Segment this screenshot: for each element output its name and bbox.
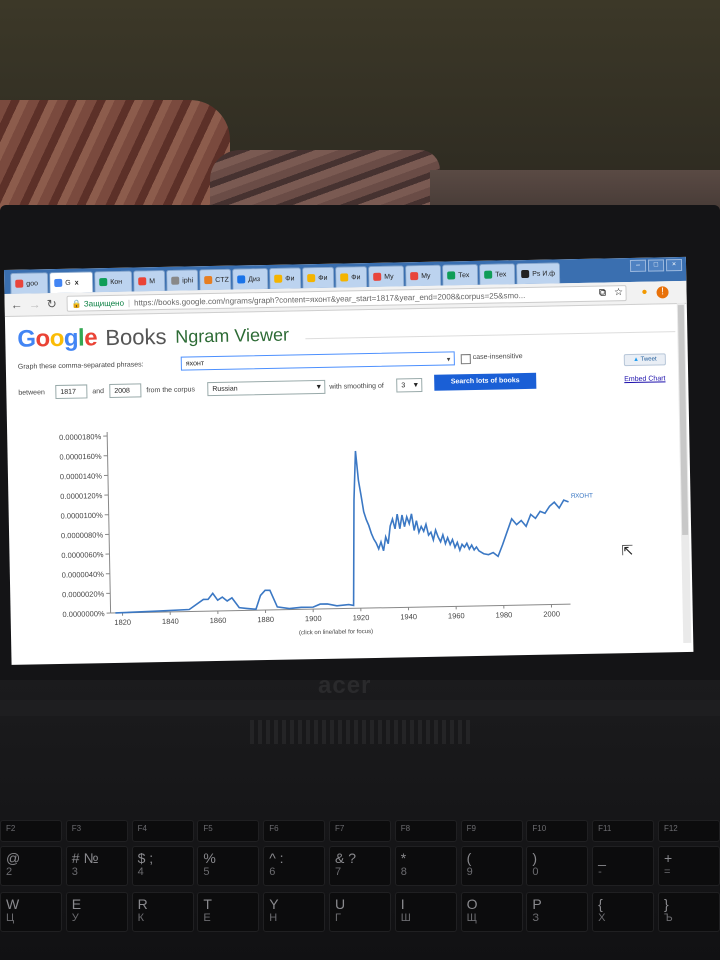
background-pillow [0,100,230,220]
y-axis [106,432,112,614]
x-tick-label: 2000 [543,609,560,618]
key: % 5 [197,846,260,886]
y-tick-label: 0.0000140% [60,471,103,481]
laptop-vent [250,720,470,744]
key: F7 [328,820,391,842]
y-tick-label: 0.0000120% [60,491,103,501]
series-label[interactable]: ЯХОНТ [570,492,593,499]
key: F3 [65,820,128,842]
y-tick-label: 0.0000020% [62,589,105,599]
key: _ - [592,846,655,886]
y-tick-label: 0.0000040% [62,570,105,580]
key: F4 [131,820,194,842]
ngram-chart: 0.0000000% 0.0000020% 0.0000040% 0.0000060%… [59,432,593,627]
y-tick-label: 0.0000180% [59,432,102,442]
x-tick-label: 1880 [257,615,274,624]
y-tick-label: 0.0000060% [61,550,104,560]
x-tick-label: 1820 [114,618,131,627]
x-tick-label: 1840 [162,617,179,626]
laptop-brand-logo: acer [318,672,372,699]
y-tick-label: 0.0000080% [61,530,104,540]
x-tick-label: 1920 [353,613,370,622]
x-tick-label: 1900 [305,614,322,623]
key: F5 [197,820,260,842]
series-line[interactable] [112,447,570,614]
laptop-hinge [0,700,720,716]
key: F11 [592,820,655,842]
keyboard-function-row: F2 F3 F4 F5 F6 F7 F8 F9 F10 F11 F12 [0,820,720,842]
keyboard-number-row: @2 # № 3 $ ; 4 % 5 ^ :6 & ? 7 * 8 (9 ) 0 _ - + = [0,846,720,886]
x-tick-label: 1860 [210,616,227,625]
key: + = [657,846,720,886]
key: * 8 [394,846,457,886]
key: # № 3 [65,846,128,886]
key: @2 [0,846,62,886]
y-tick-label: 0.0000000% [62,609,105,619]
key: F2 [0,820,62,842]
y-tick-label: 0.0000100% [61,511,104,521]
key: } Ъ [657,892,720,932]
key: ) 0 [526,846,589,886]
key: F6 [263,820,326,842]
key: (9 [460,846,523,886]
key: F9 [460,820,523,842]
key: & ? 7 [328,846,391,886]
key: F10 [526,820,589,842]
x-tick-label: 1940 [400,612,417,621]
key: {Х [592,892,655,932]
key: ^ :6 [263,846,326,886]
key: $ ; 4 [131,846,194,886]
mouse-cursor-icon: ⇱ [621,541,634,559]
x-axis [110,603,571,614]
key: F12 [657,820,720,842]
x-tick-label: 1980 [496,610,513,619]
x-tick-label: 1960 [448,611,465,620]
key: F8 [394,820,457,842]
y-tick-label: 0.0000160% [59,452,102,462]
